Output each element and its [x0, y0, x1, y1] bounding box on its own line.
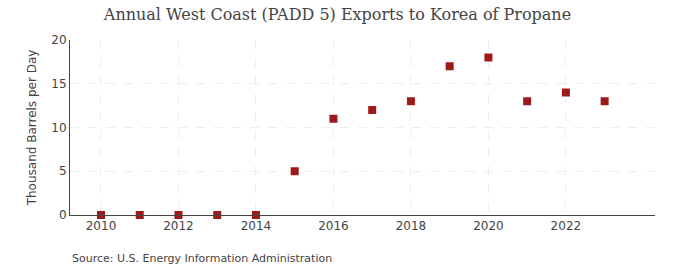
svg-text:Annual West Coast (PADD 5) Exp: Annual West Coast (PADD 5) Exports to Ko… [103, 5, 571, 24]
svg-text:2020: 2020 [473, 219, 504, 233]
svg-text:15: 15 [51, 77, 66, 91]
svg-text:2022: 2022 [551, 219, 582, 233]
svg-text:Source: U.S. Energy Informatio: Source: U.S. Energy Information Administ… [72, 252, 332, 265]
svg-text:2010: 2010 [86, 219, 117, 233]
svg-text:2016: 2016 [318, 219, 349, 233]
svg-text:2018: 2018 [396, 219, 427, 233]
svg-text:20: 20 [51, 33, 66, 47]
svg-text:10: 10 [51, 121, 66, 135]
svg-text:5: 5 [59, 164, 67, 178]
svg-text:2014: 2014 [241, 219, 272, 233]
svg-text:Thousand Barrels per Day: Thousand Barrels per Day [25, 50, 39, 207]
svg-text:0: 0 [59, 208, 67, 222]
svg-text:2012: 2012 [163, 219, 194, 233]
